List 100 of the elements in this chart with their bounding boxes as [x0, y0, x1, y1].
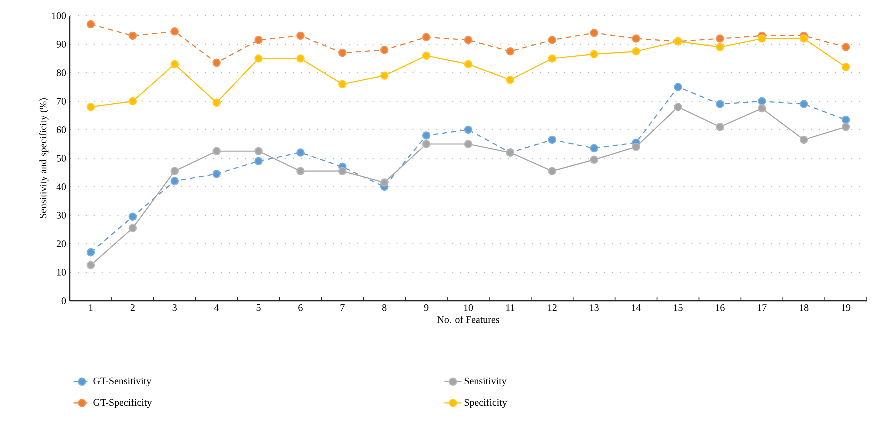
point	[632, 47, 640, 56]
x-tick-label: 4	[214, 304, 220, 312]
x-axis-title: No. of Features	[438, 316, 500, 324]
point	[506, 76, 515, 84]
legend-label: Sensitivity	[464, 378, 507, 387]
point	[590, 156, 598, 164]
y-tick-label: 20	[56, 240, 66, 248]
point	[254, 36, 263, 44]
y-tick-label: 70	[57, 98, 66, 105]
legend-label: Specificity	[464, 398, 508, 408]
point	[254, 157, 263, 166]
y-axis-title: Sensitivity and specificity (%)	[40, 98, 49, 218]
y-tick-label: 100	[52, 12, 66, 20]
point	[464, 126, 473, 134]
point	[170, 167, 180, 176]
point	[464, 60, 473, 69]
x-tick-label: 14	[632, 304, 642, 312]
legend-label: GT-Sensitivity	[94, 378, 152, 387]
y-tick-label: 40	[56, 184, 66, 190]
y-tick-label: 60	[56, 126, 66, 134]
point	[380, 72, 389, 80]
y-tick-label: 50	[57, 155, 66, 162]
point	[674, 83, 682, 92]
x-tick-label: 15	[674, 304, 683, 312]
point	[716, 43, 724, 52]
point	[674, 103, 682, 112]
point	[758, 104, 766, 113]
legend-label: GT-Specificity	[94, 398, 152, 408]
point	[338, 80, 347, 89]
x-tick-label: 3	[172, 304, 177, 312]
point	[842, 123, 850, 132]
point	[86, 20, 96, 29]
x-tick-label: 11	[506, 304, 515, 312]
point	[422, 52, 431, 60]
point	[716, 34, 724, 43]
x-tick-label: 19	[842, 304, 851, 312]
y-tick-label: 10	[57, 269, 66, 276]
point	[170, 60, 180, 69]
point	[338, 167, 347, 176]
point	[128, 212, 138, 222]
y-tick-label: 80	[56, 70, 66, 76]
point	[296, 32, 305, 40]
point	[506, 47, 515, 56]
x-tick-label: 13	[590, 304, 599, 312]
x-tick-label: 10	[464, 304, 474, 312]
y-tick-label: 0	[62, 298, 66, 304]
point	[590, 50, 598, 59]
y-tick-label: 90	[56, 41, 66, 48]
point	[296, 148, 305, 157]
point	[842, 43, 850, 52]
point	[128, 224, 138, 232]
point	[212, 170, 221, 178]
point	[422, 132, 431, 140]
point	[422, 140, 431, 148]
point	[800, 100, 808, 108]
point	[800, 34, 808, 43]
point	[86, 103, 96, 112]
x-tick-label: 2	[130, 304, 135, 312]
point	[632, 142, 640, 152]
point	[590, 28, 598, 38]
point	[380, 178, 389, 187]
x-tick-label: 1	[89, 304, 93, 312]
point	[842, 63, 850, 72]
y-tick-label: 30	[57, 212, 66, 219]
point	[212, 147, 221, 156]
x-tick-label: 5	[256, 304, 261, 312]
point	[548, 36, 557, 44]
point	[380, 46, 389, 54]
point	[128, 97, 138, 106]
point	[296, 167, 305, 176]
point	[254, 147, 263, 156]
point	[338, 48, 347, 58]
x-tick-label: 9	[424, 304, 429, 312]
point	[716, 123, 724, 132]
x-tick-label: 8	[382, 304, 387, 312]
point	[86, 261, 96, 270]
point	[170, 177, 180, 186]
point	[254, 54, 263, 63]
x-tick-label: 7	[340, 304, 345, 312]
point	[800, 136, 808, 144]
x-tick-label: 18	[800, 304, 809, 312]
point	[464, 36, 473, 44]
point	[464, 140, 473, 148]
point	[296, 54, 305, 63]
x-tick-label: 6	[298, 304, 303, 312]
point	[758, 34, 766, 43]
point	[716, 100, 724, 108]
point	[212, 58, 221, 68]
point	[548, 167, 557, 176]
point	[548, 54, 557, 63]
point	[212, 98, 221, 108]
point	[86, 248, 96, 257]
point	[632, 34, 640, 43]
point	[422, 33, 431, 42]
point	[170, 28, 180, 36]
point	[842, 116, 850, 124]
point	[590, 144, 598, 153]
x-tick-label: 17	[758, 304, 767, 312]
x-tick-label: 16	[716, 304, 725, 312]
point	[758, 97, 766, 106]
